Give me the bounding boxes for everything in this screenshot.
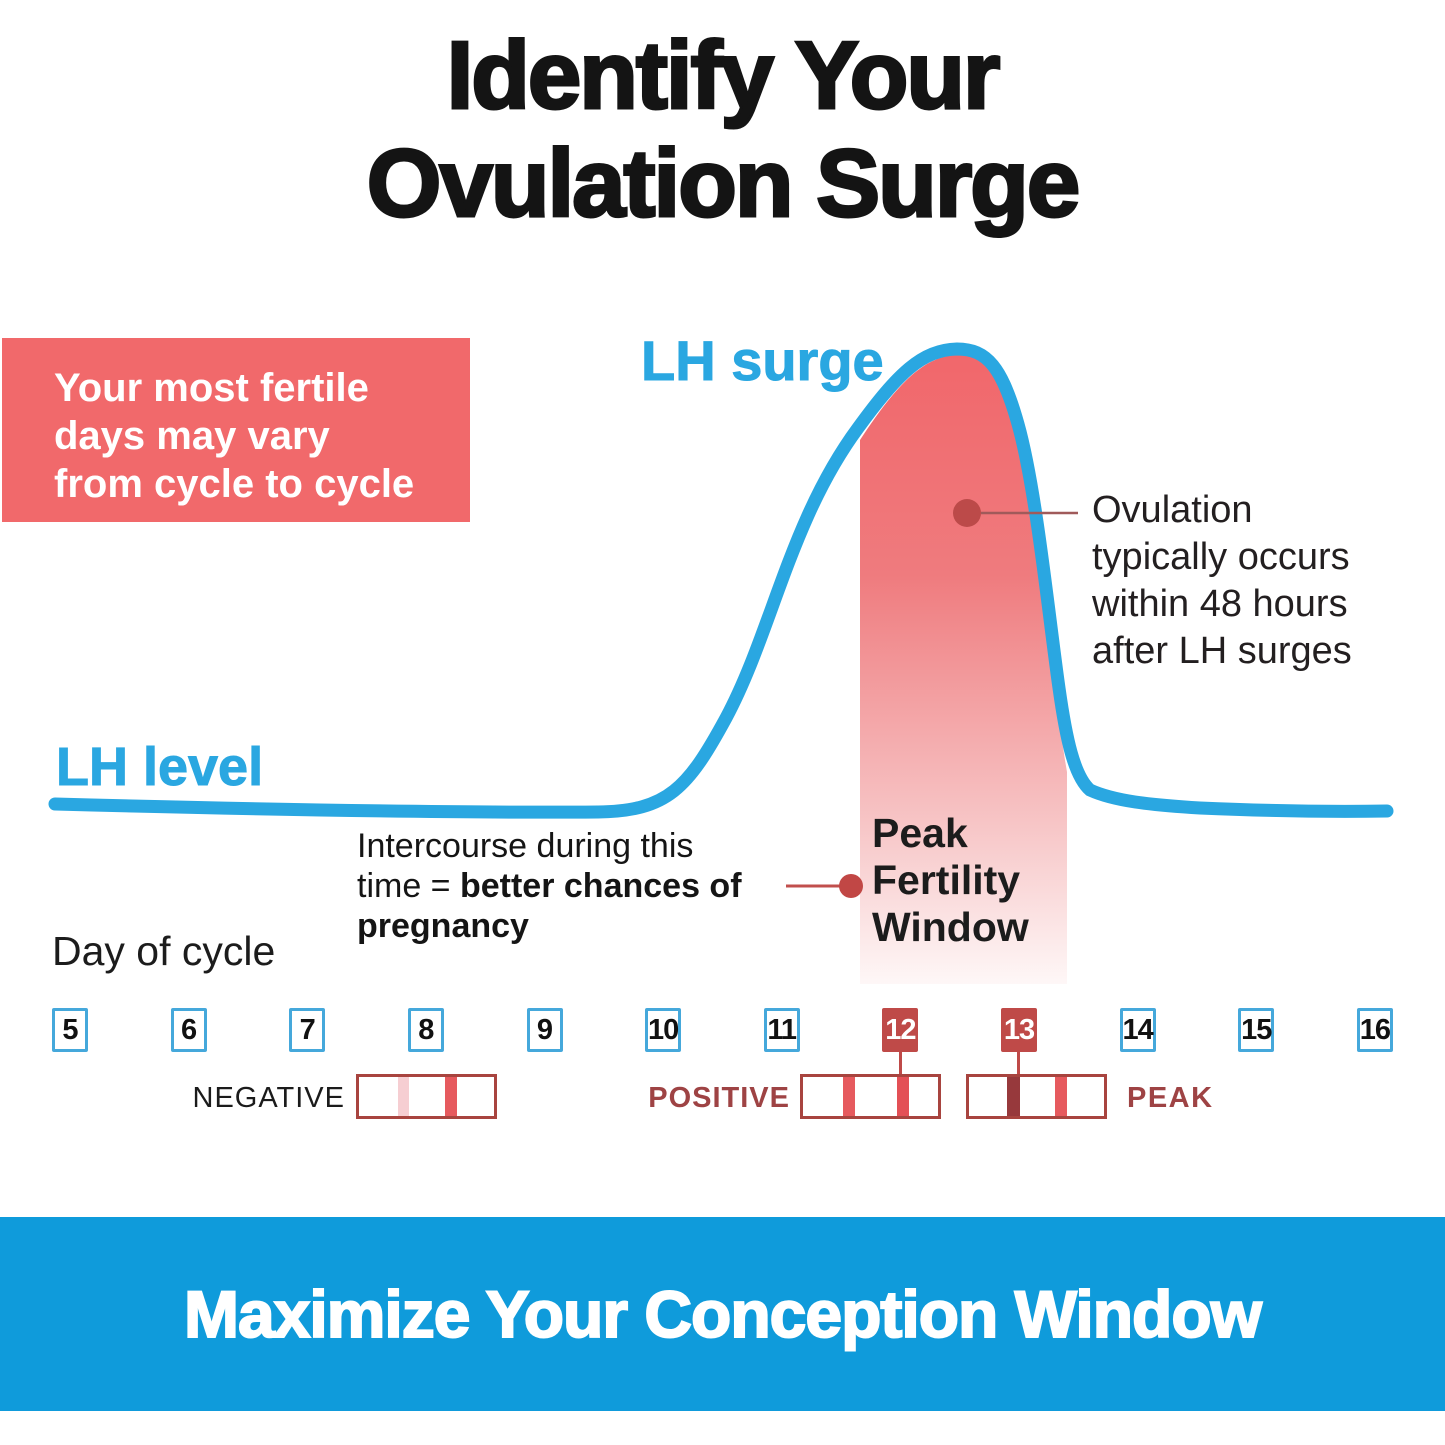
day-box-15: 15 — [1238, 1008, 1275, 1052]
connector-day13-to-peak-strip — [1017, 1050, 1020, 1076]
intercourse-note-line2-regular: time = — [357, 867, 460, 905]
peak-fertility-window-label: Peak Fertility Window — [872, 810, 1029, 950]
intercourse-callout-dot — [839, 874, 863, 898]
intercourse-note-line3: pregnancy — [357, 906, 797, 946]
day-box-6: 6 — [170, 1008, 207, 1052]
ovulation-note: Ovulation typically occurs within 48 hou… — [1092, 489, 1352, 672]
bottom-banner: Maximize Your Conception Window — [0, 1217, 1445, 1411]
intercourse-note-line3-bold: pregnancy — [357, 907, 529, 945]
lh-surge-label: LH surge — [641, 329, 885, 393]
connector-day12-to-positive-strip — [899, 1050, 902, 1076]
lh-curve-line — [48, 342, 1394, 819]
day-box-5: 5 — [52, 1008, 88, 1052]
negative-strip-faint-band — [398, 1077, 409, 1116]
day-box-16: 16 — [1356, 1008, 1393, 1052]
day-box-7: 7 — [289, 1008, 326, 1052]
day-box-9: 9 — [526, 1008, 563, 1052]
page-title: Identify Your Ovulation Surge — [365, 21, 1081, 239]
positive-label: POSITIVE — [648, 1082, 790, 1114]
peak-strip-dark-band — [1007, 1077, 1020, 1116]
day-box-8: 8 — [407, 1008, 444, 1052]
day-box-12-highlighted: 12 — [882, 1008, 919, 1052]
banner-text: Maximize Your Conception Window — [183, 1276, 1263, 1352]
lh-curve-chart — [48, 342, 1394, 984]
peak-strip-control-band — [1055, 1077, 1067, 1116]
positive-strip-test-band — [843, 1077, 855, 1116]
fertile-note-box: Your most fertile days may vary from cyc… — [2, 338, 470, 522]
day-of-cycle-label: Day of cycle — [52, 928, 276, 974]
peak-label: PEAK — [1127, 1082, 1214, 1114]
intercourse-note-line1: Intercourse during this — [357, 827, 694, 865]
negative-test-strip — [356, 1074, 497, 1119]
ovulation-callout-dot — [953, 499, 981, 527]
lh-level-label: LH level — [55, 737, 264, 798]
day-box-13-highlighted: 13 — [1001, 1008, 1037, 1052]
intercourse-note-line2: time = better chances of — [357, 866, 797, 906]
peak-test-strip — [966, 1074, 1107, 1119]
intercourse-note-line2-bold: better chances of — [459, 867, 742, 905]
day-box-14: 14 — [1119, 1008, 1156, 1052]
day-row: 5 6 7 8 9 10 11 12 13 14 15 16 — [52, 1008, 1393, 1052]
fertile-note-text: Your most fertile days may vary from cyc… — [54, 366, 415, 506]
intercourse-note: Intercourse during this time = better ch… — [357, 826, 797, 946]
positive-strip-control-band — [897, 1077, 909, 1116]
negative-strip-control-band — [445, 1077, 457, 1116]
negative-label: NEGATIVE — [192, 1082, 345, 1114]
day-box-11: 11 — [763, 1008, 800, 1052]
positive-test-strip — [800, 1074, 941, 1119]
day-box-10: 10 — [645, 1008, 682, 1052]
